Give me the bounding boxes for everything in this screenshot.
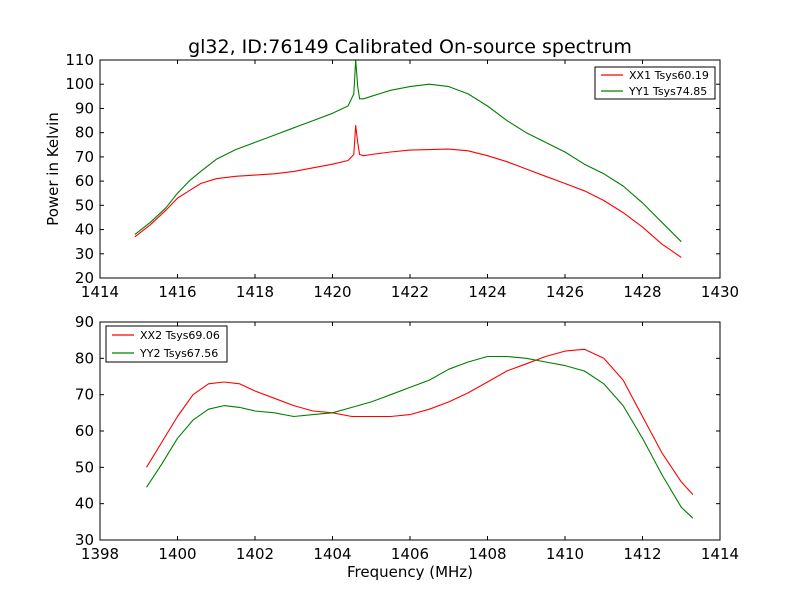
series-line-1-1 <box>146 355 694 519</box>
top-plot: 1414 1416 1418 1420 1422 1424 1426 1428 1430 20 30… <box>44 51 739 301</box>
legend-entry: YY1 Tsys74.85 <box>628 85 707 98</box>
y-tick-label: 50 <box>75 458 94 476</box>
y-tick-label: 20 <box>75 269 94 287</box>
series-line-0-0 <box>134 124 682 258</box>
x-tick-label: 1422 <box>391 283 429 301</box>
x-tick-label: 1414 <box>701 545 739 563</box>
y-tick-label: 100 <box>65 75 94 93</box>
x-tick-label: 1402 <box>236 545 274 563</box>
x-tick-label: 1428 <box>623 283 661 301</box>
x-tick-label: 1398 <box>81 545 119 563</box>
x-tick-label: 1416 <box>158 283 196 301</box>
figure-title: gl32, ID:76149 Calibrated On-source spec… <box>188 36 632 58</box>
x-tick-label: 1406 <box>391 545 429 563</box>
legend-entry: YY2 Tsys67.56 <box>139 347 218 360</box>
y-tick-label: 40 <box>75 495 94 513</box>
y-tick-label: 110 <box>65 51 94 69</box>
y-tick-label: 50 <box>75 196 94 214</box>
y-tick-label: 60 <box>75 422 94 440</box>
x-tick-label: 1430 <box>701 283 739 301</box>
y-tick-label: 40 <box>75 221 94 239</box>
x-tick-label: 1420 <box>313 283 351 301</box>
y-axis-label: Power in Kelvin <box>44 112 62 226</box>
bottom-plot: 1398 1400 1402 1404 1406 1408 1410 1412 1414 30 40… <box>75 313 739 563</box>
y-tick-label: 70 <box>75 148 94 166</box>
x-tick-label: 1410 <box>546 545 584 563</box>
x-tick-label: 1424 <box>468 283 506 301</box>
y-tick-label: 30 <box>75 245 94 263</box>
x-tick-label: 1408 <box>468 545 506 563</box>
series-line-1-0 <box>146 348 694 495</box>
legend-box <box>105 325 228 363</box>
y-tick-label: 30 <box>75 531 94 549</box>
y-tick-label: 80 <box>75 124 94 142</box>
x-tick-label: 1418 <box>236 283 274 301</box>
y-tick-label: 90 <box>75 313 94 331</box>
legend-box <box>594 66 716 100</box>
y-tick-label: 80 <box>75 349 94 367</box>
legend-entry: XX2 Tsys69.06 <box>140 329 220 342</box>
x-axis-label: Frequency (MHz) <box>347 563 473 581</box>
x-tick-label: 1426 <box>546 283 584 301</box>
x-tick-label: 1414 <box>81 283 119 301</box>
y-tick-label: 90 <box>75 99 94 117</box>
series-line-0-1 <box>134 59 682 243</box>
legend-entry: XX1 Tsys60.19 <box>629 69 709 82</box>
x-tick-label: 1404 <box>313 545 351 563</box>
y-tick-label: 70 <box>75 386 94 404</box>
x-tick-label: 1412 <box>623 545 661 563</box>
y-tick-label: 60 <box>75 172 94 190</box>
x-tick-label: 1400 <box>158 545 196 563</box>
